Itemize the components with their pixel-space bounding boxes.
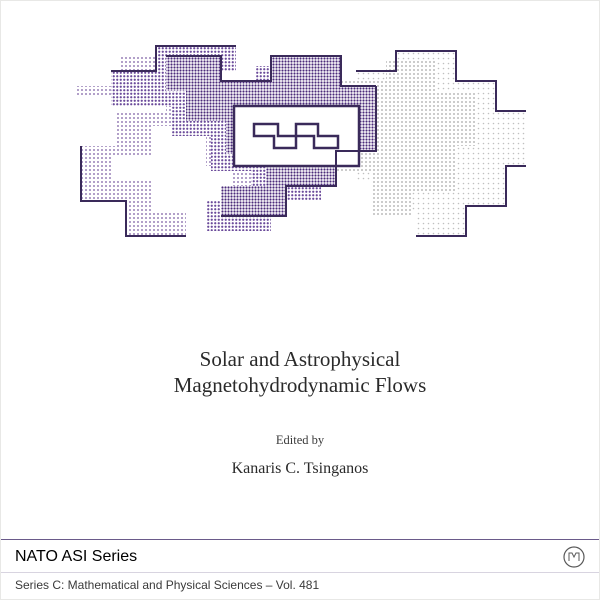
book-title: Solar and Astrophysical Magnetohydrodyna… <box>1 346 599 399</box>
footer: NATO ASI Series Series C: Mathematical a… <box>1 539 599 599</box>
editor-name: Kanaris C. Tsinganos <box>1 460 599 478</box>
series-detail: Series C: Mathematical and Physical Scie… <box>1 572 599 599</box>
series-band: NATO ASI Series <box>1 540 599 572</box>
publisher-logo-icon <box>563 546 585 568</box>
book-cover: Solar and Astrophysical Magnetohydrodyna… <box>0 0 600 600</box>
title-block: Solar and Astrophysical Magnetohydrodyna… <box>1 346 599 478</box>
nato-series-label: NATO ASI Series <box>15 548 137 566</box>
title-line-2: Magnetohydrodynamic Flows <box>174 373 427 397</box>
edited-by-label: Edited by <box>1 433 599 448</box>
maze-pattern-svg <box>56 36 546 256</box>
title-line-1: Solar and Astrophysical <box>200 347 401 371</box>
cover-artwork <box>56 36 546 256</box>
